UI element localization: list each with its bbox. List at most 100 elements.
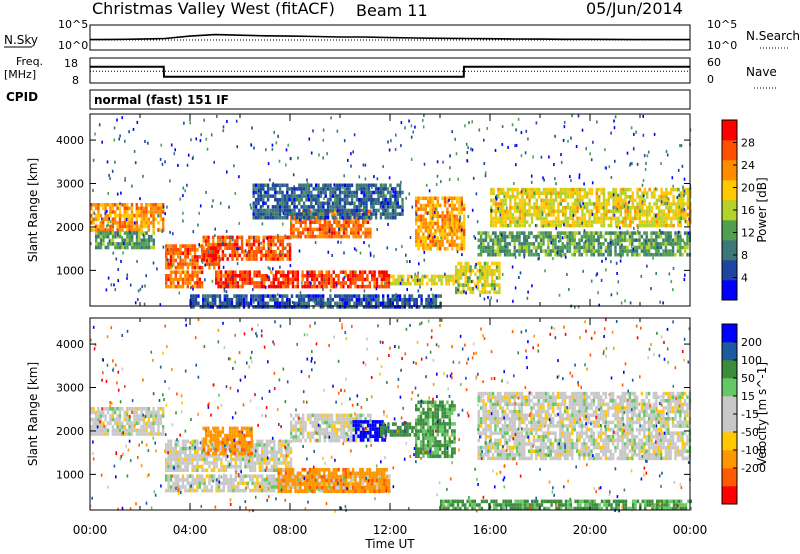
data-cell	[118, 228, 122, 232]
data-cell	[436, 225, 439, 229]
data-cell	[215, 277, 218, 282]
data-cell	[263, 277, 266, 282]
data-cell	[327, 281, 331, 285]
data-cell	[377, 297, 380, 302]
data-cell	[361, 281, 364, 285]
noise-cell	[373, 254, 375, 258]
data-cell	[283, 201, 287, 206]
noise-cell	[448, 178, 451, 181]
noise-cell	[659, 300, 661, 304]
data-cell	[130, 224, 134, 229]
data-cell	[484, 231, 488, 235]
data-cell	[326, 234, 329, 239]
data-cell	[604, 249, 608, 253]
data-cell	[92, 417, 95, 422]
data-cell	[174, 457, 177, 462]
data-cell	[343, 294, 346, 298]
data-cell	[209, 257, 213, 261]
data-cell	[256, 450, 259, 454]
data-cell	[293, 301, 296, 306]
data-cell	[333, 227, 336, 232]
data-cell	[653, 195, 656, 199]
data-cell	[600, 220, 603, 224]
data-cell	[446, 200, 449, 204]
data-cell	[177, 281, 180, 285]
colorbar-segment	[722, 120, 737, 141]
data-cell	[354, 274, 357, 278]
data-cell	[343, 301, 346, 306]
data-cell	[294, 234, 298, 239]
noise-cell	[665, 149, 668, 153]
noise-cell	[415, 213, 418, 217]
data-cell	[590, 187, 594, 192]
data-cell	[641, 205, 644, 210]
data-cell	[682, 213, 685, 217]
data-cell	[267, 250, 270, 254]
data-cell	[592, 252, 596, 257]
data-cell	[106, 421, 110, 425]
data-cell	[607, 216, 610, 221]
data-cell	[111, 417, 114, 422]
data-cell	[278, 183, 282, 188]
data-cell	[235, 305, 238, 309]
data-cell	[181, 277, 185, 282]
data-cell	[453, 221, 456, 226]
data-cell	[622, 216, 625, 221]
noise-cell	[289, 209, 291, 213]
data-cell	[256, 454, 259, 458]
noise-cell	[518, 276, 520, 279]
data-cell	[111, 410, 114, 415]
data-cell	[609, 234, 612, 239]
data-cell	[97, 224, 100, 229]
data-cell	[599, 234, 603, 239]
data-cell	[202, 301, 205, 306]
data-cell	[436, 221, 439, 226]
data-cell	[624, 198, 627, 203]
y-tick-label: 1000	[56, 264, 84, 277]
data-cell	[259, 183, 263, 188]
data-cell	[571, 209, 574, 213]
data-cell	[287, 274, 290, 278]
data-cell	[424, 228, 427, 233]
data-cell	[121, 228, 124, 232]
data-cell	[415, 218, 418, 222]
data-cell	[427, 232, 430, 237]
data-cell	[431, 218, 435, 222]
noise-cell	[575, 145, 578, 148]
noise-cell	[117, 233, 119, 237]
noise-cell	[523, 255, 526, 259]
data-cell	[292, 224, 295, 228]
noise-cell	[572, 213, 575, 217]
data-cell	[528, 202, 531, 206]
data-cell	[263, 468, 266, 472]
data-cell	[551, 238, 555, 243]
data-cell	[547, 252, 550, 257]
data-cell	[338, 187, 342, 191]
data-cell	[436, 200, 439, 204]
data-cell	[559, 209, 562, 213]
noise-cell	[479, 293, 481, 297]
noise-cell	[652, 256, 654, 260]
data-cell	[431, 232, 435, 237]
data-cell	[595, 202, 598, 206]
noise-cell	[395, 133, 397, 137]
data-cell	[626, 245, 629, 250]
noise-cell	[610, 131, 612, 135]
data-cell	[483, 261, 487, 266]
noise-cell	[461, 202, 463, 206]
data-cell	[385, 270, 388, 274]
noise-cell	[334, 207, 336, 211]
data-cell	[483, 265, 487, 269]
data-cell	[492, 216, 495, 221]
data-cell	[319, 294, 322, 298]
data-cell	[351, 274, 355, 278]
data-cell	[324, 183, 327, 188]
data-cell	[679, 223, 682, 228]
data-cell	[429, 228, 432, 233]
data-cell	[318, 220, 322, 224]
data-cell	[516, 191, 519, 195]
data-cell	[191, 461, 194, 465]
data-cell	[269, 257, 273, 261]
noise-cell	[108, 217, 111, 221]
data-cell	[607, 249, 610, 253]
